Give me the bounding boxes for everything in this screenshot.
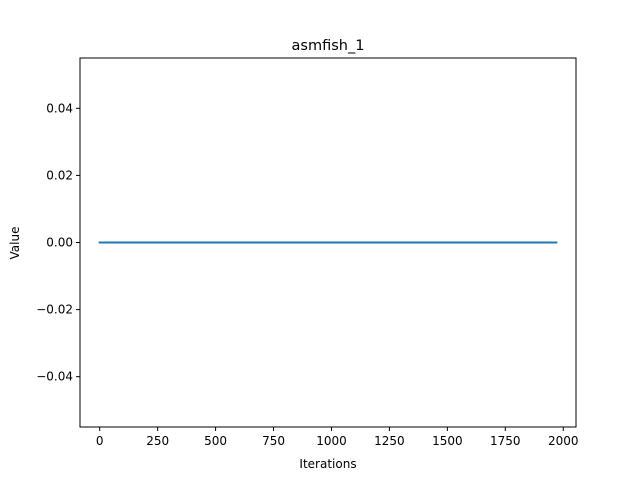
y-tick-label: 0.02: [46, 168, 73, 182]
y-tick-label: −0.04: [36, 370, 73, 384]
x-tick-label: 750: [262, 434, 285, 448]
x-axis-label: Iterations: [299, 457, 356, 471]
x-tick-label: 1000: [316, 434, 347, 448]
x-tick-label: 1250: [374, 434, 405, 448]
x-tick-label: 0: [96, 434, 104, 448]
x-tick-label: 2000: [548, 434, 579, 448]
y-axis: −0.04 −0.02 0.00 0.02 0.04: [36, 101, 80, 384]
y-axis-label: Value: [8, 227, 22, 260]
x-tick-label: 1750: [490, 434, 521, 448]
plot-area: [79, 57, 577, 428]
x-tick-label: 250: [146, 434, 169, 448]
y-tick-label: 0.00: [46, 236, 73, 250]
x-tick-label: 1500: [432, 434, 463, 448]
x-tick-label: 500: [204, 434, 227, 448]
chart-title: asmfish_1: [292, 38, 365, 54]
x-axis: 0 250 500 750 1000 1250 1500 1750 2000: [96, 427, 579, 448]
y-tick-label: 0.04: [46, 101, 73, 115]
y-tick-label: −0.02: [36, 303, 73, 317]
